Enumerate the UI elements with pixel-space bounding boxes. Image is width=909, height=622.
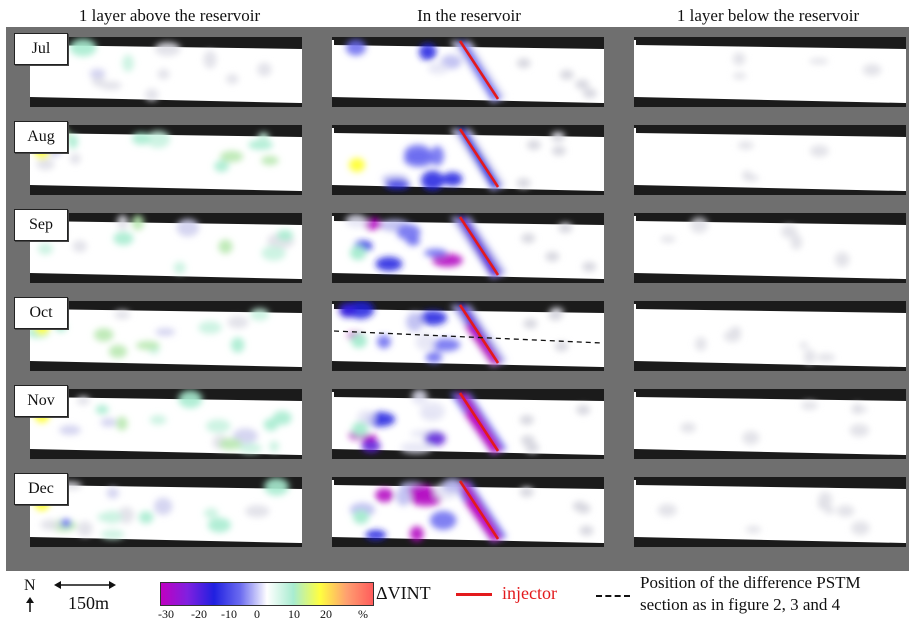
scale-bar-icon — [54, 581, 116, 589]
scale-label: 150m — [68, 593, 110, 613]
column-title-below: 1 layer below the reservoir — [676, 6, 860, 25]
month-label-nov: Nov — [14, 385, 68, 417]
time-lapse-panel-grid: Jul Aug Sep Oct Nov Dec — [6, 27, 909, 571]
figure-legend: N 150m -30 -20 -10 0 10 20% ΔVINT injector Po… — [0, 571, 909, 621]
colorbar-tick-1: -20 — [191, 607, 207, 621]
panel-aug-above — [30, 125, 302, 195]
panel-oct-reservoir — [332, 301, 604, 371]
section-legend-line — [596, 595, 630, 597]
section-label-line2: section as in figure 2, 3 and 4 — [640, 595, 841, 614]
month-label-jul: Jul — [14, 33, 68, 65]
colorbar-tick-2: -10 — [221, 607, 237, 621]
north-arrow-icon — [26, 597, 34, 612]
panel-jul-above — [30, 37, 302, 107]
injector-legend-line — [456, 593, 492, 596]
injector-label: injector — [502, 583, 557, 603]
section-label-line1: Position of the difference PSTM — [640, 573, 861, 592]
month-label-aug: Aug — [14, 121, 68, 153]
colorbar-tick-4: 10 — [288, 607, 300, 621]
panel-aug-reservoir — [332, 125, 604, 195]
panel-dec-above — [30, 477, 302, 547]
panel-sep-above — [30, 213, 302, 283]
panel-dec-reservoir — [332, 477, 604, 547]
colorbar-tick-6: % — [358, 607, 368, 621]
panel-nov-above — [30, 389, 302, 459]
colorbar-label: ΔVINT — [376, 583, 431, 603]
panel-jul-below — [634, 37, 906, 107]
panel-nov-reservoir — [332, 389, 604, 459]
column-title-reservoir: In the reservoir — [417, 6, 521, 25]
month-label-sep: Sep — [14, 209, 68, 241]
panel-aug-below — [634, 125, 906, 195]
panel-sep-reservoir — [332, 213, 604, 283]
colorbar-tick-3: 0 — [254, 607, 260, 621]
panel-dec-below — [634, 477, 906, 547]
colorbar-tick-0: -30 — [158, 607, 174, 621]
panel-nov-below — [634, 389, 906, 459]
panel-sep-below — [634, 213, 906, 283]
column-title-above: 1 layer above the reservoir — [78, 6, 261, 25]
colorbar-tick-5: 20 — [320, 607, 332, 621]
panel-oct-below — [634, 301, 906, 371]
panel-oct-above — [30, 301, 302, 371]
panel-jul-reservoir — [332, 37, 604, 107]
colorbar — [160, 582, 374, 606]
month-label-dec: Dec — [14, 473, 68, 505]
month-label-oct: Oct — [14, 297, 68, 329]
north-label: N — [24, 577, 36, 594]
